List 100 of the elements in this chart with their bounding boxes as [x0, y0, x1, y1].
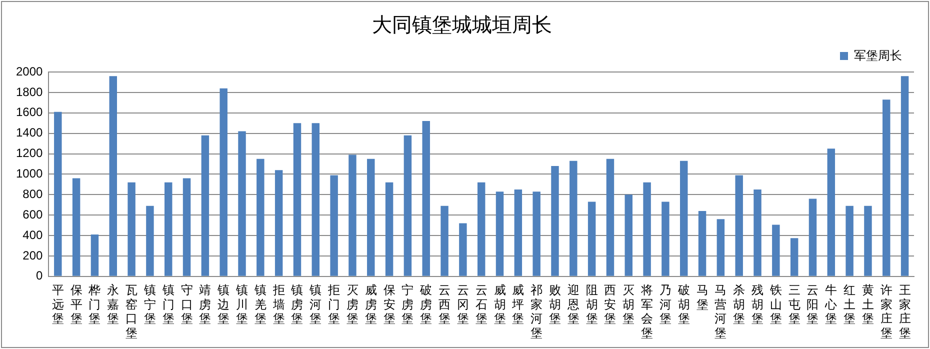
x-tick-label: 平远堡 — [52, 282, 64, 326]
x-tick-label: 乃河堡 — [659, 282, 672, 326]
x-tick-label: 桦门堡 — [88, 282, 101, 326]
y-tick-label: 2000 — [16, 64, 44, 78]
x-tick-label: 将军会堡 — [640, 282, 654, 340]
bar — [808, 198, 817, 276]
x-tick-label: 云石堡 — [475, 282, 488, 326]
bar — [238, 131, 246, 276]
x-tick-label: 红土堡 — [844, 282, 856, 326]
x-tick-label: 黄土堡 — [862, 282, 874, 326]
x-tick-label: 三屯堡 — [788, 282, 800, 326]
y-tick-label: 800 — [22, 186, 44, 201]
bar — [256, 158, 264, 276]
x-tick-label: 灭胡堡 — [622, 282, 635, 326]
y-tick-label: 0 — [36, 268, 44, 283]
bar — [532, 192, 540, 276]
bar — [754, 190, 762, 276]
x-tick-label: 靖虏堡 — [199, 282, 212, 326]
x-tick-label: 许家庄堡 — [880, 282, 892, 340]
bar — [312, 123, 320, 276]
y-tick-label: 1400 — [16, 126, 44, 140]
x-tick-label: 镇河堡 — [308, 282, 322, 326]
bar — [220, 88, 228, 276]
y-tick-label: 1600 — [16, 105, 44, 120]
x-tick-label: 宁虏堡 — [402, 282, 414, 326]
bar — [735, 175, 743, 276]
x-tick-label: 杀胡堡 — [733, 282, 746, 326]
x-tick-label: 镇川堡 — [235, 282, 248, 326]
bar — [201, 135, 210, 276]
bar — [146, 206, 154, 276]
bar — [514, 190, 522, 276]
x-tick-label: 祁家河堡 — [530, 282, 543, 340]
x-tick-label: 马堡 — [696, 282, 708, 312]
x-tick-label: 拒墙堡 — [272, 282, 285, 326]
x-tick-label: 云阳堡 — [806, 282, 819, 326]
x-tick-label: 马营河堡 — [714, 282, 727, 340]
bar — [606, 158, 614, 276]
x-tick-label: 灭虏堡 — [346, 282, 358, 326]
x-tick-label: 阻胡堡 — [586, 282, 598, 326]
x-tick-label: 镇门堡 — [161, 282, 174, 326]
bar — [772, 224, 780, 276]
bar — [164, 182, 172, 276]
bar — [72, 178, 80, 276]
bar — [900, 76, 909, 276]
legend-label: 军堡周长 — [854, 48, 902, 62]
y-tick-label: 1800 — [16, 84, 44, 99]
bar — [846, 206, 854, 276]
x-tick-label: 败胡堡 — [548, 282, 561, 326]
x-tick-label: 牛心堡 — [824, 282, 838, 326]
bar — [864, 206, 872, 276]
x-tick-label: 威胡堡 — [494, 282, 506, 326]
bar — [882, 100, 890, 276]
bar — [624, 194, 632, 276]
y-tick-label: 1200 — [16, 146, 44, 160]
bar — [551, 166, 559, 276]
bar — [827, 148, 836, 276]
bar — [385, 182, 394, 276]
bar — [348, 154, 356, 276]
bar — [54, 112, 62, 276]
bar — [496, 192, 504, 276]
bar — [716, 219, 725, 276]
x-tick-label: 威坪堡 — [511, 282, 524, 326]
y-tick-label: 400 — [22, 228, 44, 242]
x-tick-label: 瓦窑口堡 — [126, 282, 138, 340]
bar — [128, 182, 136, 276]
bar — [109, 76, 117, 276]
x-tick-label: 迎恩堡 — [566, 282, 580, 326]
bar — [698, 210, 706, 276]
bar — [440, 206, 448, 276]
y-tick-label: 600 — [22, 207, 44, 222]
bar — [182, 178, 191, 276]
x-tick-label: 镇羌堡 — [253, 282, 266, 326]
bar — [643, 182, 651, 276]
x-tick-label: 镇宁堡 — [142, 282, 156, 326]
x-tick-label: 铁山堡 — [768, 282, 782, 326]
bar — [477, 182, 486, 276]
x-tick-label: 破虏堡 — [419, 282, 432, 326]
x-tick-label: 威虏堡 — [364, 282, 377, 326]
bar — [790, 238, 798, 276]
bar — [367, 158, 375, 276]
bar — [662, 202, 670, 276]
y-tick-label: 200 — [22, 248, 44, 262]
x-tick-label: 保平堡 — [70, 282, 82, 326]
bar — [422, 121, 430, 276]
x-tick-label: 西安堡 — [604, 282, 616, 326]
bar — [680, 160, 688, 276]
y-tick-label: 1000 — [16, 166, 44, 181]
bar — [274, 170, 283, 276]
x-tick-label: 镇边堡 — [216, 282, 230, 326]
x-tick-label: 拒门堡 — [327, 282, 340, 326]
bar — [404, 135, 412, 276]
x-tick-label: 保安堡 — [383, 282, 396, 326]
bar — [293, 123, 302, 276]
x-tick-label: 云西堡 — [438, 282, 451, 326]
x-tick-label: 破胡堡 — [676, 282, 690, 326]
x-tick-label: 王家庄堡 — [898, 282, 911, 340]
bar — [90, 234, 99, 276]
x-tick-label: 云冈堡 — [456, 282, 469, 326]
bar — [570, 160, 578, 276]
x-tick-label: 镇虏堡 — [290, 282, 304, 326]
